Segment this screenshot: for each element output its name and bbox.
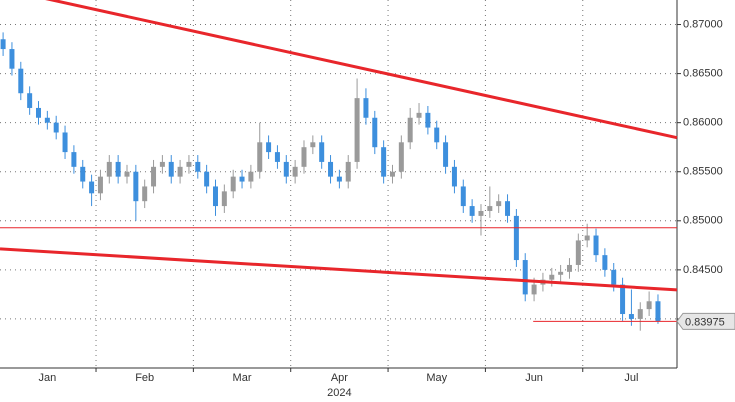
candle-body: [177, 166, 183, 177]
x-tick-label: May: [426, 372, 447, 384]
last-price-label: 0.83975: [685, 316, 725, 328]
candle-body: [35, 107, 41, 118]
candle-body: [575, 240, 581, 265]
candle-body: [274, 152, 280, 162]
candle-body: [354, 98, 360, 162]
y-tick-label: 0.87000: [683, 18, 723, 30]
candle-body: [27, 93, 33, 108]
candle-body: [628, 314, 634, 319]
candle-body: [62, 132, 68, 153]
candle-body: [71, 152, 77, 167]
candle-body: [363, 98, 369, 118]
candle-body: [372, 117, 378, 148]
candle-body: [478, 210, 484, 216]
candle-body: [186, 161, 192, 167]
y-tick-label: 0.86500: [683, 68, 723, 80]
candle-body: [80, 166, 86, 182]
last-price-box: [676, 312, 735, 330]
candle-body: [212, 186, 218, 207]
candle-body: [301, 147, 307, 167]
candle-body: [593, 235, 599, 256]
candle-body: [451, 166, 457, 187]
x-tick-label: Jul: [624, 372, 638, 384]
candle-body: [460, 186, 466, 207]
x-tick-label: Apr: [331, 372, 348, 384]
candle-body: [97, 176, 103, 194]
candle-body: [248, 171, 254, 182]
candle-body: [328, 161, 334, 177]
candle-body: [646, 301, 652, 310]
candle-body: [292, 166, 298, 177]
candle-body: [505, 201, 511, 216]
candle-body: [443, 142, 449, 167]
candle-body: [310, 142, 316, 148]
candle-body: [513, 215, 519, 261]
candle-body: [549, 274, 555, 280]
candle-body: [407, 117, 413, 143]
candle-body: [106, 161, 112, 177]
candle-body: [53, 122, 59, 133]
candle-body: [566, 264, 572, 272]
candle-body: [151, 166, 157, 187]
candle-body: [142, 186, 148, 202]
x-tick-label: Mar: [233, 372, 252, 384]
candle-body: [434, 127, 440, 143]
candle-body: [389, 171, 395, 177]
candle-body: [89, 181, 95, 194]
y-tick-label: 0.85500: [683, 166, 723, 178]
candle-body: [655, 301, 661, 322]
x-tick-label: Jan: [38, 372, 56, 384]
candle-body: [133, 171, 139, 202]
candle-body: [584, 235, 590, 241]
candle-body: [611, 269, 617, 285]
candle-body: [44, 117, 50, 123]
candle-body: [168, 161, 174, 177]
candle-body: [345, 161, 351, 182]
candle-body: [620, 284, 626, 315]
trend-line: [0, 247, 678, 292]
candle-body: [239, 176, 245, 182]
candle-body: [9, 49, 15, 69]
x-tick-label: Feb: [135, 372, 154, 384]
candle-body: [531, 284, 537, 295]
candle-body: [319, 142, 325, 162]
candle-body: [124, 171, 130, 177]
candle-body: [230, 176, 236, 192]
candle-body: [487, 206, 493, 211]
candle-body: [195, 161, 201, 172]
y-tick-label: 0.85000: [683, 215, 723, 227]
year-label: 2024: [327, 387, 351, 399]
candle-body: [115, 161, 121, 177]
candle-body: [0, 39, 6, 50]
candle-body: [496, 201, 502, 207]
candle-body: [18, 68, 24, 94]
candle-body: [469, 206, 475, 216]
candle-body: [602, 255, 608, 270]
candle-body: [416, 112, 422, 118]
candle-body: [637, 309, 643, 319]
candle-body: [204, 171, 210, 187]
candle-body: [221, 191, 227, 207]
candle-body: [257, 142, 263, 172]
candle-body: [159, 161, 165, 167]
candle-body: [381, 147, 387, 177]
candle-body: [558, 271, 564, 275]
candle-body: [398, 142, 404, 172]
candle-body: [266, 142, 272, 153]
y-tick-label: 0.86000: [683, 117, 723, 129]
candle-body: [336, 176, 342, 182]
candle-body: [425, 112, 431, 128]
y-tick-label: 0.84500: [683, 264, 723, 276]
candle-body: [283, 161, 289, 177]
candle-body: [522, 260, 528, 295]
trend-line: [45, 0, 678, 140]
x-tick-label: Jun: [525, 372, 543, 384]
